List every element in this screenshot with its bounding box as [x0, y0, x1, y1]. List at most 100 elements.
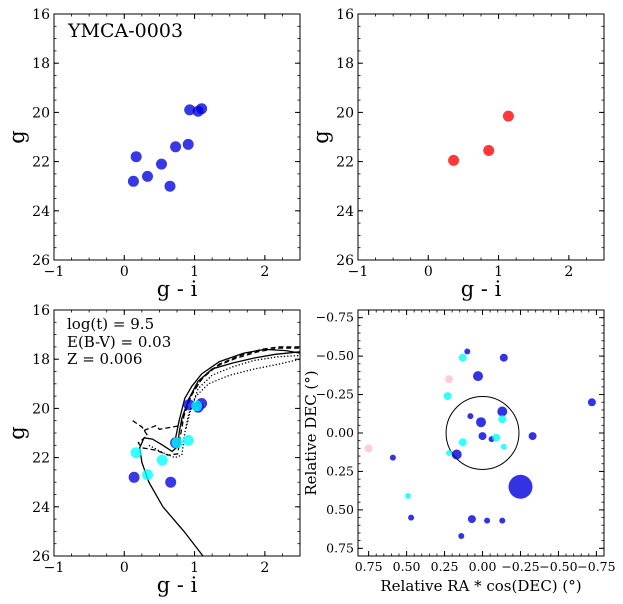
- y-tick-label: 16: [32, 303, 50, 319]
- cyan-stars-point: [492, 433, 501, 442]
- x-tick-label: −1: [348, 264, 369, 280]
- members-point: [499, 517, 506, 524]
- x-tick-label: 2: [564, 264, 573, 280]
- x-tick-label: 0: [120, 264, 129, 280]
- pink-stars-point: [364, 444, 373, 453]
- members-point: [165, 476, 177, 488]
- plot-p0: −1 0 1 2 16 18 20 22 24 26 g - i g: [5, 7, 301, 301]
- members-point: [170, 141, 182, 153]
- cyan-stars-point: [498, 415, 507, 424]
- y-axis-label: g: [5, 130, 29, 143]
- y-tick-label: 0.25: [326, 463, 354, 478]
- isochrone-line-dotted: [148, 358, 300, 459]
- y-axis-label: Relative DEC (°): [302, 370, 320, 495]
- y-axis-label: g: [5, 426, 29, 439]
- members-point: [156, 158, 167, 170]
- isochrone-line-dotted: [185, 354, 300, 429]
- y-tick-label: 22: [32, 451, 50, 467]
- cyan-stars-point: [405, 493, 412, 499]
- x-axis-label: g - i: [157, 277, 198, 301]
- isochrone-line-dashed: [143, 346, 300, 432]
- members-point: [184, 104, 196, 116]
- cyan-stars-point: [171, 437, 183, 449]
- members-point: [499, 353, 508, 362]
- members-point: [128, 471, 140, 483]
- isochrone-group: [132, 346, 300, 556]
- cyan-stars-point: [142, 469, 153, 481]
- x-tick-label: −0.75: [577, 559, 615, 574]
- x-tick-label: 0.75: [355, 559, 383, 574]
- x-tick-label: 0: [424, 264, 433, 280]
- members-point: [587, 398, 596, 407]
- y-tick-label: 26: [336, 253, 354, 269]
- cyan-stars-point: [500, 443, 507, 450]
- y-tick-label: −0.75: [316, 310, 354, 325]
- x-tick-label: 0: [120, 560, 129, 576]
- cyan-stars-point: [458, 353, 467, 362]
- cyan-stars-point: [130, 447, 142, 459]
- x-tick-label: −1: [44, 560, 65, 576]
- x-axis-label: g - i: [157, 573, 198, 597]
- members-point: [484, 517, 491, 524]
- y-tick-label: 20: [336, 105, 354, 121]
- annotation-ebv: E(B-V) = 0.03: [67, 333, 171, 351]
- cyan-stars-point: [191, 400, 203, 412]
- members-point: [497, 406, 508, 417]
- plot-p2: −1 0 1 2 16 18 20 22 24 26 g - i g: [5, 303, 301, 597]
- axes-frame: [53, 13, 301, 261]
- members-point: [451, 449, 462, 460]
- members-point: [164, 180, 176, 192]
- annotation-logt: log(t) = 9.5: [67, 315, 154, 333]
- isochrone-line-solid: [139, 351, 300, 556]
- y-tick-label: 26: [32, 253, 50, 269]
- members-point: [408, 514, 415, 521]
- pink-stars-point: [445, 375, 454, 384]
- members-point: [528, 432, 537, 441]
- y-tick-label: 18: [336, 56, 354, 72]
- cyan-stars-point: [458, 438, 467, 447]
- y-tick-label: 0.50: [326, 502, 354, 517]
- members-point: [464, 348, 471, 355]
- panel-bottom-right: 0.75 −0.75 0.50 −0.50 0.25 −0.25 0.00 0.00 −0.25…: [302, 309, 616, 595]
- members-point: [478, 432, 487, 441]
- outliers-point: [448, 154, 460, 166]
- y-tick-label: 18: [32, 352, 50, 368]
- isochrone-line-solid: [174, 348, 300, 439]
- cluster-label: YMCA-0003: [67, 20, 183, 42]
- cyan-stars-point: [446, 450, 453, 456]
- x-tick-label: 0.25: [431, 559, 459, 574]
- x-tick-label: 1: [494, 264, 503, 280]
- y-tick-label: −0.50: [316, 348, 354, 363]
- x-tick-label: −1: [44, 264, 65, 280]
- y-tick-label: 20: [32, 105, 50, 121]
- x-tick-label: −0.25: [501, 559, 539, 574]
- x-tick-label: 0.50: [393, 559, 421, 574]
- y-tick-label: 20: [32, 401, 50, 417]
- members-point: [130, 151, 142, 163]
- x-axis-label: Relative RA * cos(DEC) (°): [380, 577, 581, 595]
- x-tick-label: 1: [190, 560, 199, 576]
- x-axis-label: g - i: [461, 277, 502, 301]
- members-point: [142, 170, 153, 182]
- members-point: [127, 175, 139, 187]
- cyan-stars-point: [182, 434, 194, 446]
- x-tick-label: 2: [260, 264, 269, 280]
- y-tick-label: 24: [32, 204, 50, 220]
- cluster-radius-circle: [445, 396, 520, 470]
- y-tick-label: −0.25: [316, 387, 354, 402]
- x-tick-label: 2: [260, 560, 269, 576]
- annotation-z: Z = 0.006: [67, 350, 142, 368]
- members-point: [467, 515, 476, 524]
- members-point: [389, 454, 396, 461]
- members-point: [458, 533, 465, 539]
- y-tick-label: 24: [336, 204, 354, 220]
- y-axis-label: g: [309, 130, 333, 143]
- members-point: [473, 371, 483, 382]
- y-tick-label: 22: [32, 155, 50, 171]
- plot-p1: −1 0 1 2 16 18 20 22 24 26 g - i g: [309, 7, 605, 301]
- y-tick-label: 24: [32, 500, 50, 516]
- axes-frame: [357, 13, 605, 261]
- members-point: [196, 103, 208, 115]
- y-tick-label: 16: [336, 7, 354, 23]
